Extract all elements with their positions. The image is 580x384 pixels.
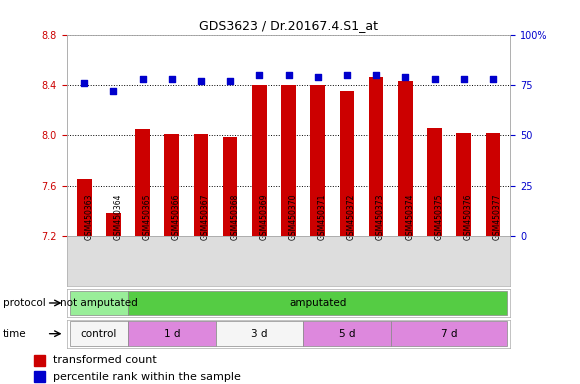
Text: GSM450363: GSM450363 (84, 194, 93, 240)
Point (109, 88, 118, 94)
Text: GSM450367: GSM450367 (201, 194, 210, 240)
Text: GSM450376: GSM450376 (463, 194, 473, 240)
Text: GSM450369: GSM450369 (259, 194, 269, 240)
Text: GSM450375: GSM450375 (434, 194, 444, 240)
Bar (70, 321, 128, 346)
Bar (165, 134, 179, 236)
Text: time: time (3, 329, 27, 339)
Bar (135, 129, 150, 236)
Bar (223, 137, 237, 236)
Text: GSM450373: GSM450373 (376, 194, 385, 240)
Point (401, 74, 410, 80)
Bar (303, 321, 391, 346)
Bar (128, 321, 216, 346)
Text: 5 d: 5 d (339, 329, 355, 339)
Text: GSM450368: GSM450368 (230, 194, 239, 240)
Text: GSM450377: GSM450377 (493, 194, 502, 240)
Text: control: control (81, 329, 117, 339)
Text: 3 d: 3 d (251, 329, 267, 339)
Bar (216, 321, 303, 346)
Bar (77, 179, 92, 236)
Point (313, 74, 322, 80)
Point (459, 76, 468, 82)
Bar (310, 85, 325, 236)
Bar (340, 91, 354, 236)
Bar (485, 133, 500, 236)
Text: GSM450365: GSM450365 (143, 194, 151, 240)
Bar (128, 291, 508, 315)
Point (226, 78, 235, 84)
Text: GSM450370: GSM450370 (288, 194, 298, 240)
Bar (106, 214, 121, 236)
Bar (398, 81, 412, 236)
Text: 1 d: 1 d (164, 329, 180, 339)
Title: GDS3623 / Dr.20167.4.S1_at: GDS3623 / Dr.20167.4.S1_at (199, 19, 378, 32)
Text: percentile rank within the sample: percentile rank within the sample (53, 372, 241, 382)
Bar (427, 128, 442, 236)
Bar (252, 85, 267, 236)
Text: GSM450374: GSM450374 (405, 194, 414, 240)
Bar (281, 85, 296, 236)
Text: GSM450371: GSM450371 (318, 194, 327, 240)
Bar (34, 371, 45, 382)
Point (255, 72, 264, 78)
Point (342, 72, 351, 78)
Point (488, 76, 498, 82)
Bar (369, 78, 383, 236)
Point (79, 80, 89, 86)
Text: 7 d: 7 d (441, 329, 458, 339)
Text: amputated: amputated (289, 298, 346, 308)
Bar (456, 133, 471, 236)
Point (430, 76, 439, 82)
Point (197, 78, 206, 84)
Text: not amputated: not amputated (60, 298, 137, 308)
Bar (194, 134, 208, 236)
Text: GSM450366: GSM450366 (172, 194, 181, 240)
Bar (391, 321, 508, 346)
Text: GSM450372: GSM450372 (347, 194, 356, 240)
Bar (34, 355, 45, 366)
Point (167, 76, 176, 82)
Point (284, 72, 293, 78)
Bar (70, 291, 128, 315)
Point (371, 72, 380, 78)
Text: protocol: protocol (3, 298, 46, 308)
Text: GSM450364: GSM450364 (114, 194, 122, 240)
Text: transformed count: transformed count (53, 356, 157, 366)
Point (138, 76, 147, 82)
